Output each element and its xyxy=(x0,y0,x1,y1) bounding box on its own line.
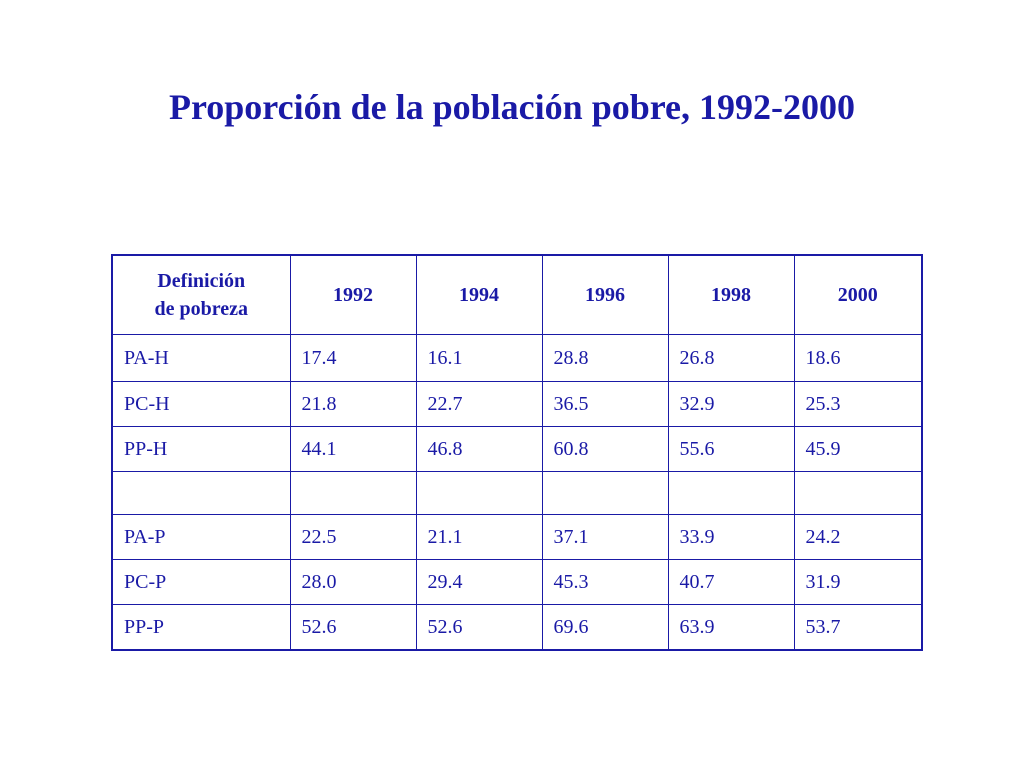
table-row: PA-P 22.5 21.1 37.1 33.9 24.2 xyxy=(111,514,923,560)
table-cell: 40.7 xyxy=(667,559,795,605)
table-cell: 28.8 xyxy=(541,334,669,382)
table-row: PP-H 44.1 46.8 60.8 55.6 45.9 xyxy=(111,426,923,472)
table-cell: 60.8 xyxy=(541,426,669,472)
header-year: 1998 xyxy=(667,254,795,335)
row-label: PC-P xyxy=(111,559,291,605)
header-year: 2000 xyxy=(793,254,923,335)
table-cell: 45.9 xyxy=(793,426,923,472)
table-cell xyxy=(541,471,669,515)
table-cell: 17.4 xyxy=(289,334,417,382)
table-cell: 31.9 xyxy=(793,559,923,605)
table-cell: 22.5 xyxy=(289,514,417,560)
table-cell: 28.0 xyxy=(289,559,417,605)
table-cell: 36.5 xyxy=(541,381,669,427)
header-definition: Definición de pobreza xyxy=(111,254,291,335)
header-year: 1992 xyxy=(289,254,417,335)
table-row: PC-P 28.0 29.4 45.3 40.7 31.9 xyxy=(111,559,923,605)
table-cell: 33.9 xyxy=(667,514,795,560)
table-row: PP-P 52.6 52.6 69.6 63.9 53.7 xyxy=(111,604,923,651)
table-cell xyxy=(667,471,795,515)
table-row: PC-H 21.8 22.7 36.5 32.9 25.3 xyxy=(111,381,923,427)
table-cell: 63.9 xyxy=(667,604,795,651)
header-definition-line2: de pobreza xyxy=(154,298,248,320)
header-year: 1996 xyxy=(541,254,669,335)
table-cell xyxy=(289,471,417,515)
table-cell: 24.2 xyxy=(793,514,923,560)
table-cell: 21.8 xyxy=(289,381,417,427)
table-cell: 25.3 xyxy=(793,381,923,427)
table-cell: 53.7 xyxy=(793,604,923,651)
table-cell: 52.6 xyxy=(289,604,417,651)
table-cell: 52.6 xyxy=(415,604,543,651)
table-row: PA-H 17.4 16.1 28.8 26.8 18.6 xyxy=(111,334,923,382)
table-cell: 44.1 xyxy=(289,426,417,472)
table-cell: 55.6 xyxy=(667,426,795,472)
header-year: 1994 xyxy=(415,254,543,335)
table-cell: 45.3 xyxy=(541,559,669,605)
page-title: Proporción de la población pobre, 1992-2… xyxy=(168,87,856,127)
table-cell: 22.7 xyxy=(415,381,543,427)
row-label: PA-H xyxy=(111,334,291,382)
table-cell: 21.1 xyxy=(415,514,543,560)
table-cell: 69.6 xyxy=(541,604,669,651)
header-definition-line1: Definición xyxy=(157,270,246,292)
table-cell: 46.8 xyxy=(415,426,543,472)
table-row-empty xyxy=(111,471,923,515)
table-cell: 29.4 xyxy=(415,559,543,605)
row-label xyxy=(111,471,291,515)
table-header-row: Definición de pobreza 1992 1994 1996 199… xyxy=(111,254,923,335)
row-label: PC-H xyxy=(111,381,291,427)
table-cell: 32.9 xyxy=(667,381,795,427)
poverty-table: Definición de pobreza 1992 1994 1996 199… xyxy=(111,254,923,651)
row-label: PA-P xyxy=(111,514,291,560)
table-cell: 37.1 xyxy=(541,514,669,560)
table-cell: 18.6 xyxy=(793,334,923,382)
row-label: PP-H xyxy=(111,426,291,472)
row-label: PP-P xyxy=(111,604,291,651)
table-cell: 26.8 xyxy=(667,334,795,382)
table-cell xyxy=(793,471,923,515)
table-cell: 16.1 xyxy=(415,334,543,382)
table-cell xyxy=(415,471,543,515)
